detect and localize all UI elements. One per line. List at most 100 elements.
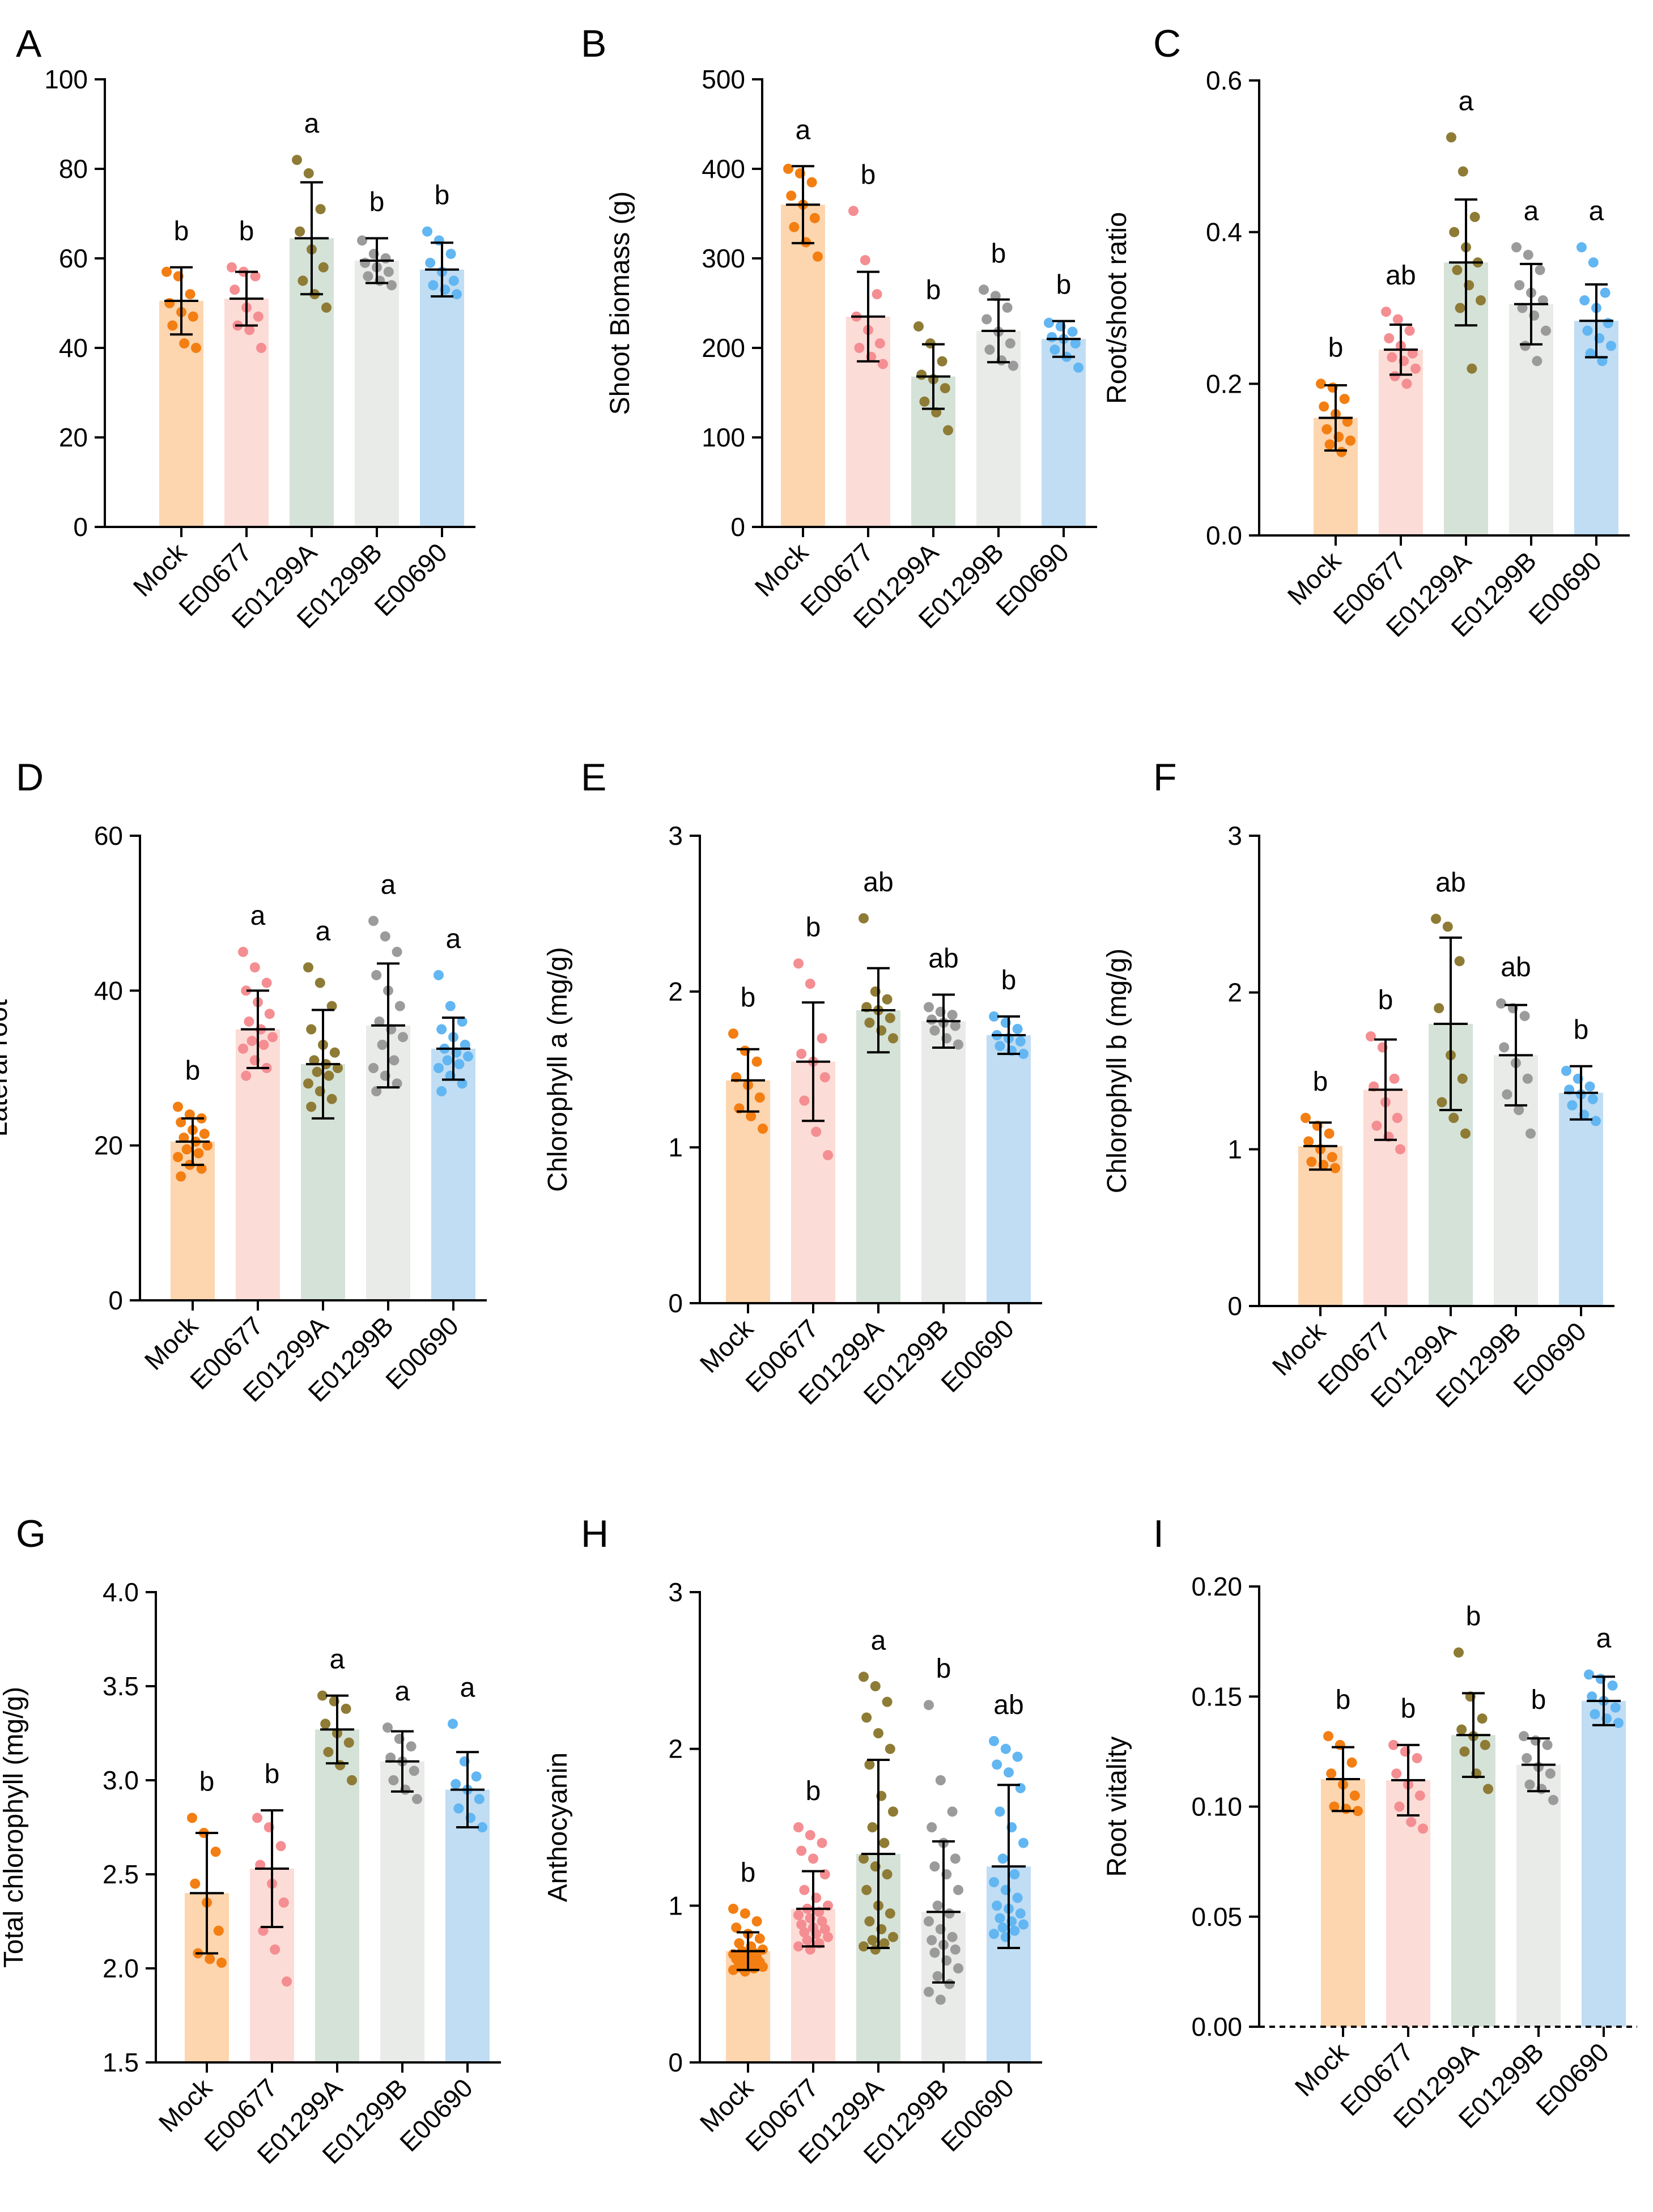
data-point <box>409 1766 419 1776</box>
data-point <box>1459 1746 1470 1757</box>
significance-label: b <box>1336 1685 1351 1715</box>
data-point <box>793 1941 804 1952</box>
x-category-label: E00690 <box>935 1313 1019 1398</box>
data-point <box>425 257 436 268</box>
data-point <box>728 1964 738 1975</box>
data-point <box>953 1885 963 1895</box>
data-point <box>854 343 865 353</box>
data-point <box>363 271 373 282</box>
data-point <box>445 1001 456 1011</box>
data-point <box>1018 1919 1029 1930</box>
data-point <box>162 266 172 277</box>
x-category-label: E00690 <box>935 2073 1019 2157</box>
data-point <box>252 1813 262 1823</box>
data-point <box>295 226 305 237</box>
data-point <box>383 266 394 277</box>
x-category-label: E00690 <box>1523 546 1607 630</box>
y-tick-label: 0.00 <box>1191 2012 1242 2041</box>
data-point <box>1520 341 1531 351</box>
bar-e00677 <box>1386 1780 1430 2027</box>
data-point <box>1306 1156 1317 1167</box>
y-tick-label: 0.15 <box>1191 1682 1242 1711</box>
significance-label: ab <box>1501 952 1531 982</box>
data-point <box>303 168 314 178</box>
data-point <box>199 1129 210 1139</box>
data-point <box>950 1853 961 1864</box>
significance-label: b <box>265 1759 280 1789</box>
data-point <box>1561 1066 1571 1076</box>
data-point <box>947 1806 958 1817</box>
data-point <box>749 1963 759 1973</box>
data-point <box>255 1860 266 1870</box>
data-point <box>343 1737 354 1748</box>
data-point <box>360 257 371 268</box>
data-point <box>1532 356 1542 367</box>
significance-label: b <box>1001 965 1017 996</box>
significance-label: b <box>369 187 385 217</box>
y-tick-label: 0 <box>108 1286 123 1315</box>
data-point <box>1523 249 1533 260</box>
data-point <box>989 1929 999 1939</box>
data-point <box>1522 1753 1532 1764</box>
data-point <box>1044 317 1054 328</box>
data-point <box>1401 378 1412 389</box>
significance-label: b <box>1531 1685 1546 1715</box>
data-point <box>380 931 390 942</box>
data-point <box>823 1932 833 1942</box>
data-point <box>1587 1094 1598 1104</box>
data-point <box>428 280 439 291</box>
data-point <box>1548 1794 1558 1805</box>
data-point <box>191 343 201 353</box>
data-point <box>374 1016 385 1027</box>
data-point <box>885 1908 895 1919</box>
data-point <box>1406 1817 1417 1827</box>
data-point <box>997 1922 1008 1933</box>
data-point <box>1329 1801 1340 1812</box>
data-point <box>1514 1105 1524 1116</box>
data-point <box>927 1822 937 1832</box>
bar-e00690 <box>987 1035 1031 1303</box>
data-point <box>196 1163 207 1174</box>
significance-label: b <box>1328 333 1344 363</box>
data-point <box>267 1032 278 1043</box>
bar-e00690 <box>1582 1701 1626 2027</box>
data-point <box>888 1806 898 1817</box>
significance-label: a <box>1459 86 1474 116</box>
y-tick-label: 1 <box>668 1133 683 1162</box>
y-axis-title: Anthocyanin <box>543 1752 573 1902</box>
data-point <box>867 1935 878 1946</box>
data-point <box>1349 1790 1360 1801</box>
panel-letter: H <box>581 1512 609 1555</box>
y-tick-label: 3 <box>1227 821 1242 850</box>
significance-label: ab <box>863 867 893 897</box>
data-point <box>371 970 382 980</box>
data-point <box>1460 1128 1471 1139</box>
data-point <box>860 255 870 266</box>
significance-label: b <box>239 216 254 246</box>
data-point <box>275 1841 286 1852</box>
y-tick-label: 3.5 <box>103 1671 139 1701</box>
data-point <box>264 1009 275 1019</box>
y-tick-label: 500 <box>702 65 745 94</box>
data-point <box>230 284 240 295</box>
y-axis-title: Shoot Biomass (g) <box>605 192 635 415</box>
bar-mock <box>159 301 203 527</box>
y-tick-label: 200 <box>702 333 745 363</box>
data-point <box>1339 394 1350 405</box>
y-tick-label: 3.0 <box>103 1766 139 1795</box>
data-point <box>867 1822 878 1832</box>
data-point <box>995 1041 1005 1052</box>
data-point <box>173 1101 183 1112</box>
data-point <box>184 1109 195 1120</box>
y-tick-label: 80 <box>59 154 88 184</box>
data-point <box>929 1025 940 1036</box>
data-point <box>1070 338 1081 349</box>
data-point <box>181 1144 192 1155</box>
data-point <box>786 190 797 201</box>
data-point <box>448 1718 458 1729</box>
significance-label: b <box>991 239 1006 269</box>
y-tick-label: 0 <box>730 512 745 542</box>
data-point <box>805 979 815 989</box>
